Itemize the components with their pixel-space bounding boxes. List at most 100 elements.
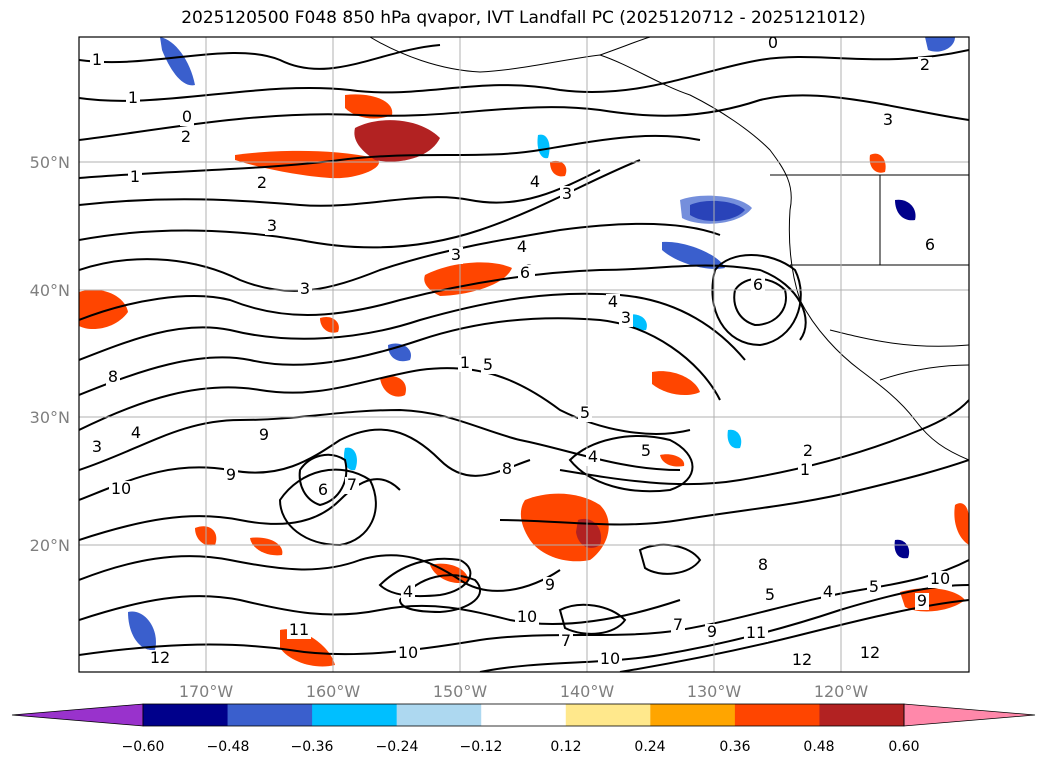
colorbar-segment — [143, 704, 229, 726]
contour-label-bg — [129, 425, 143, 442]
contour-label-bg — [518, 265, 532, 282]
contour-label: 9 — [707, 622, 717, 641]
warm-patch-west-edge — [79, 289, 128, 330]
colorbar-tick-label: 0.60 — [888, 739, 919, 755]
contour-label-bg — [559, 633, 573, 650]
contour-label-bg — [396, 645, 420, 662]
contour-label-bg — [287, 622, 311, 639]
contour-label: 12 — [860, 643, 880, 662]
warm-patch-east-2 — [660, 454, 685, 467]
contour-label-bg — [179, 129, 193, 146]
contour-label: 3 — [300, 279, 310, 298]
colorbar-tick-labels: −0.60 −0.48 −0.36 −0.24 −0.12 0.12 0.24 … — [122, 739, 920, 755]
warm-patch-south-2 — [250, 537, 283, 556]
warm-patch-alaska-edge — [345, 94, 393, 119]
contour-label-bg — [298, 281, 312, 298]
warm-patch-subtropic-core — [576, 518, 602, 548]
contour-label: 6 — [520, 263, 530, 282]
colorbar-segment — [227, 704, 313, 726]
map-frame — [78, 36, 970, 673]
colorbar-tick-label: 0.48 — [803, 739, 834, 755]
contour-label-bg — [449, 247, 463, 264]
warm-patch-misc-3 — [550, 160, 567, 177]
contour-label: 12 — [150, 648, 170, 667]
cool-patch-light-2 — [344, 447, 357, 471]
contour-label-bg — [881, 112, 895, 129]
contour-label-bg — [90, 439, 104, 456]
contour-label-bg — [458, 355, 472, 372]
contour-label: 6 — [318, 480, 328, 499]
colorbar-segment — [734, 704, 820, 726]
contour-label-bg — [598, 651, 622, 668]
contour-label: 9 — [226, 465, 236, 484]
contour-label-bg — [401, 584, 415, 601]
contour-label: 0 — [768, 33, 778, 52]
contour-label: 7 — [673, 615, 683, 634]
contour-label-bg — [180, 109, 194, 126]
contour-label: 11 — [289, 620, 309, 639]
colorbar-segment — [819, 704, 905, 726]
contour-label-bg — [915, 593, 929, 610]
warm-patch-misc-1 — [380, 375, 406, 397]
lon-label-140w: 140°W — [560, 682, 615, 701]
colorbar — [11, 703, 1036, 727]
contour-label-bg — [766, 35, 780, 52]
lat-label-30: 30°N — [30, 408, 70, 427]
cool-patch-sw — [128, 611, 156, 651]
contour-label: 4 — [131, 423, 141, 442]
contour-label: 2 — [181, 127, 191, 146]
contour-label: 2 — [920, 55, 930, 74]
contour-label-bg — [109, 481, 133, 498]
warm-patch-alaska-core — [354, 120, 440, 162]
lon-label-120w: 120°W — [814, 682, 869, 701]
colorbar-segment — [396, 704, 482, 726]
warm-patch-ne — [869, 153, 886, 173]
contour-label: 1 — [128, 88, 138, 107]
contour-label: 0 — [182, 107, 192, 126]
colorbar-frame — [142, 703, 905, 727]
contour-label-bg — [928, 571, 952, 588]
contour-label-bg — [798, 462, 812, 479]
contour-label-bg — [923, 237, 937, 254]
contour-label-bg — [543, 577, 557, 594]
contour-label-bg — [528, 174, 542, 191]
contour-label: 3 — [92, 437, 102, 456]
lon-label-170w: 170°W — [179, 682, 234, 701]
contour-label-bg — [481, 357, 495, 374]
contour-label-bg — [606, 294, 620, 311]
contour-label: 3 — [562, 184, 572, 203]
contour-label-bg — [560, 186, 574, 203]
cool-patch-east-1 — [662, 241, 725, 269]
contour-label-bg — [756, 557, 770, 574]
contour-label-bg — [744, 625, 768, 642]
contour-label-bg — [705, 624, 719, 641]
cool-patch-light-4 — [727, 429, 742, 449]
contour-label: 10 — [517, 607, 537, 626]
contour-label-bg — [255, 175, 269, 192]
contour-label-bg — [821, 584, 835, 601]
colorbar-segment — [565, 704, 651, 726]
contour-label: 9 — [917, 591, 927, 610]
colorbar-extend-low — [11, 703, 144, 727]
colorbar-tick-label: −0.48 — [207, 739, 250, 755]
warm-patch-misc-4 — [320, 316, 339, 333]
lat-label-40: 40°N — [30, 281, 70, 300]
cool-patch-e — [895, 199, 916, 221]
contour-label-bg — [90, 52, 104, 69]
lon-label-130w: 130°W — [687, 682, 742, 701]
colorbar-tick-label: 0.36 — [719, 739, 750, 755]
colorbar-tick-label: −0.60 — [122, 739, 165, 755]
lon-label-160w: 160°W — [306, 682, 361, 701]
colorbar-tick-label: 0.24 — [634, 739, 665, 755]
contour-label-bg — [639, 443, 653, 460]
contour-label: 4 — [588, 447, 598, 466]
coastlines — [369, 37, 969, 461]
cool-patch-ne-corner — [925, 37, 955, 52]
contour-label: 3 — [451, 245, 461, 264]
contour-label-bg — [867, 579, 881, 596]
contour-label: 12 — [792, 650, 812, 669]
cool-patch-se — [894, 539, 910, 559]
contour-label: 4 — [530, 172, 540, 191]
contour-label: 5 — [869, 577, 879, 596]
contour-label: 4 — [403, 582, 413, 601]
